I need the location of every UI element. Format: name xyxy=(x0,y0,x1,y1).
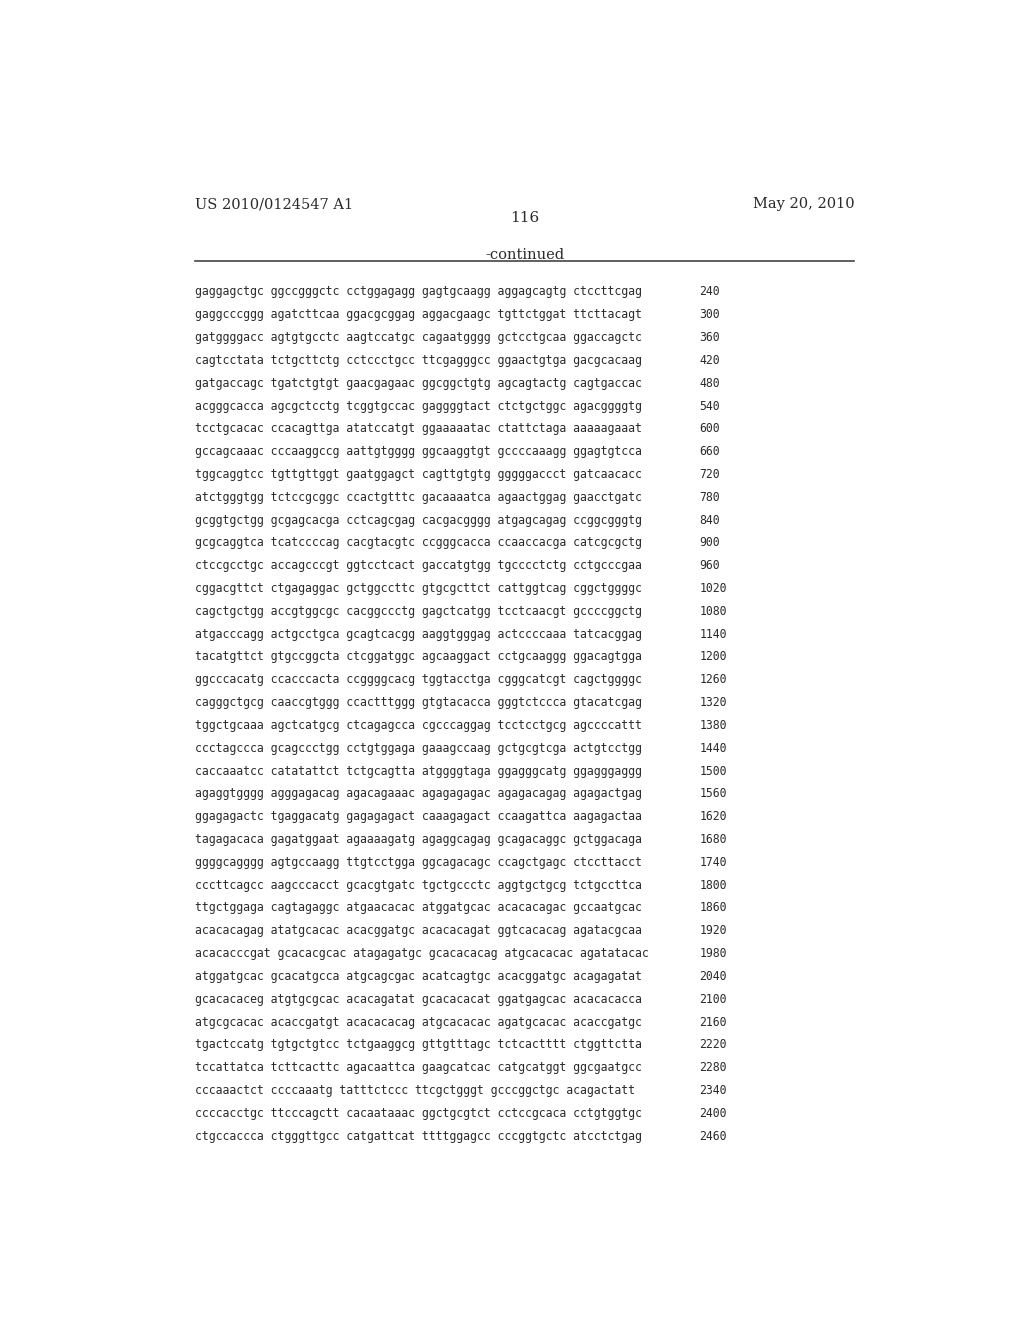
Text: 360: 360 xyxy=(699,331,720,345)
Text: gatgaccagc tgatctgtgt gaacgagaac ggcggctgtg agcagtactg cagtgaccac: gatgaccagc tgatctgtgt gaacgagaac ggcggct… xyxy=(196,376,642,389)
Text: 900: 900 xyxy=(699,536,720,549)
Text: 720: 720 xyxy=(699,469,720,480)
Text: 1500: 1500 xyxy=(699,764,727,777)
Text: 1860: 1860 xyxy=(699,902,727,915)
Text: ccctagccca gcagccctgg cctgtggaga gaaagccaag gctgcgtcga actgtcctgg: ccctagccca gcagccctgg cctgtggaga gaaagcc… xyxy=(196,742,642,755)
Text: atggatgcac gcacatgcca atgcagcgac acatcagtgc acacggatgc acagagatat: atggatgcac gcacatgcca atgcagcgac acatcag… xyxy=(196,970,642,983)
Text: 1980: 1980 xyxy=(699,946,727,960)
Text: ctccgcctgc accagcccgt ggtcctcact gaccatgtgg tgcccctctg cctgcccgaa: ctccgcctgc accagcccgt ggtcctcact gaccatg… xyxy=(196,560,642,573)
Text: 1200: 1200 xyxy=(699,651,727,664)
Text: 480: 480 xyxy=(699,376,720,389)
Text: 960: 960 xyxy=(699,560,720,573)
Text: tggcaggtcc tgttgttggt gaatggagct cagttgtgtg gggggaccct gatcaacacc: tggcaggtcc tgttgttggt gaatggagct cagttgt… xyxy=(196,469,642,480)
Text: 2340: 2340 xyxy=(699,1084,727,1097)
Text: gcacacaceg atgtgcgcac acacagatat gcacacacat ggatgagcac acacacacca: gcacacaceg atgtgcgcac acacagatat gcacaca… xyxy=(196,993,642,1006)
Text: acacacagag atatgcacac acacggatgc acacacagat ggtcacacag agatacgcaa: acacacagag atatgcacac acacggatgc acacaca… xyxy=(196,924,642,937)
Text: agaggtgggg agggagacag agacagaaac agagagagac agagacagag agagactgag: agaggtgggg agggagacag agacagaaac agagaga… xyxy=(196,788,642,800)
Text: May 20, 2010: May 20, 2010 xyxy=(753,197,854,211)
Text: ggagagactc tgaggacatg gagagagact caaagagact ccaagattca aagagactaa: ggagagactc tgaggacatg gagagagact caaagag… xyxy=(196,810,642,824)
Text: gaggagctgc ggccgggctc cctggagagg gagtgcaagg aggagcagtg ctccttcgag: gaggagctgc ggccgggctc cctggagagg gagtgca… xyxy=(196,285,642,298)
Text: cccttcagcc aagcccacct gcacgtgatc tgctgccctc aggtgctgcg tctgccttca: cccttcagcc aagcccacct gcacgtgatc tgctgcc… xyxy=(196,879,642,891)
Text: 1260: 1260 xyxy=(699,673,727,686)
Text: atgacccagg actgcctgca gcagtcacgg aaggtgggag actccccaaa tatcacggag: atgacccagg actgcctgca gcagtcacgg aaggtgg… xyxy=(196,628,642,640)
Text: ccccacctgc ttcccagctt cacaataaac ggctgcgtct cctccgcaca cctgtggtgc: ccccacctgc ttcccagctt cacaataaac ggctgcg… xyxy=(196,1106,642,1119)
Text: 2040: 2040 xyxy=(699,970,727,983)
Text: tcctgcacac ccacagttga atatccatgt ggaaaaatac ctattctaga aaaaagaaat: tcctgcacac ccacagttga atatccatgt ggaaaaa… xyxy=(196,422,642,436)
Text: ctgccaccca ctgggttgcc catgattcat ttttggagcc cccggtgctc atcctctgag: ctgccaccca ctgggttgcc catgattcat ttttgga… xyxy=(196,1130,642,1143)
Text: 2280: 2280 xyxy=(699,1061,727,1074)
Text: cagtcctata tctgcttctg cctccctgcc ttcgagggcc ggaactgtga gacgcacaag: cagtcctata tctgcttctg cctccctgcc ttcgagg… xyxy=(196,354,642,367)
Text: cccaaactct ccccaaatg tatttctccc ttcgctgggt gcccggctgc acagactatt: cccaaactct ccccaaatg tatttctccc ttcgctgg… xyxy=(196,1084,636,1097)
Text: 1800: 1800 xyxy=(699,879,727,891)
Text: atctgggtgg tctccgcggc ccactgtttc gacaaaatca agaactggag gaacctgatc: atctgggtgg tctccgcggc ccactgtttc gacaaaa… xyxy=(196,491,642,504)
Text: caccaaatcc catatattct tctgcagtta atggggtaga ggagggcatg ggagggaggg: caccaaatcc catatattct tctgcagtta atggggt… xyxy=(196,764,642,777)
Text: tgactccatg tgtgctgtcc tctgaaggcg gttgtttagc tctcactttt ctggttctta: tgactccatg tgtgctgtcc tctgaaggcg gttgttt… xyxy=(196,1039,642,1051)
Text: 1020: 1020 xyxy=(699,582,727,595)
Text: 2220: 2220 xyxy=(699,1039,727,1051)
Text: gatggggacc agtgtgcctc aagtccatgc cagaatgggg gctcctgcaa ggaccagctc: gatggggacc agtgtgcctc aagtccatgc cagaatg… xyxy=(196,331,642,345)
Text: tccattatca tcttcacttc agacaattca gaagcatcac catgcatggt ggcgaatgcc: tccattatca tcttcacttc agacaattca gaagcat… xyxy=(196,1061,642,1074)
Text: 1140: 1140 xyxy=(699,628,727,640)
Text: 116: 116 xyxy=(510,211,540,226)
Text: 1620: 1620 xyxy=(699,810,727,824)
Text: ggggcagggg agtgccaagg ttgtcctgga ggcagacagc ccagctgagc ctccttacct: ggggcagggg agtgccaagg ttgtcctgga ggcagac… xyxy=(196,855,642,869)
Text: gaggcccggg agatcttcaa ggacgcggag aggacgaagc tgttctggat ttcttacagt: gaggcccggg agatcttcaa ggacgcggag aggacga… xyxy=(196,309,642,321)
Text: -continued: -continued xyxy=(485,248,564,261)
Text: tggctgcaaa agctcatgcg ctcagagcca cgcccaggag tcctcctgcg agccccattt: tggctgcaaa agctcatgcg ctcagagcca cgcccag… xyxy=(196,719,642,733)
Text: cagggctgcg caaccgtggg ccactttggg gtgtacacca gggtctccca gtacatcgag: cagggctgcg caaccgtggg ccactttggg gtgtaca… xyxy=(196,696,642,709)
Text: cggacgttct ctgagaggac gctggccttc gtgcgcttct cattggtcag cggctggggc: cggacgttct ctgagaggac gctggccttc gtgcgct… xyxy=(196,582,642,595)
Text: US 2010/0124547 A1: US 2010/0124547 A1 xyxy=(196,197,353,211)
Text: 2160: 2160 xyxy=(699,1015,727,1028)
Text: 420: 420 xyxy=(699,354,720,367)
Text: 1920: 1920 xyxy=(699,924,727,937)
Text: 1320: 1320 xyxy=(699,696,727,709)
Text: 1380: 1380 xyxy=(699,719,727,733)
Text: gcggtgctgg gcgagcacga cctcagcgag cacgacgggg atgagcagag ccggcgggtg: gcggtgctgg gcgagcacga cctcagcgag cacgacg… xyxy=(196,513,642,527)
Text: 840: 840 xyxy=(699,513,720,527)
Text: acacacccgat gcacacgcac atagagatgc gcacacacag atgcacacac agatatacac: acacacccgat gcacacgcac atagagatgc gcacac… xyxy=(196,946,649,960)
Text: 1080: 1080 xyxy=(699,605,727,618)
Text: acgggcacca agcgctcctg tcggtgccac gaggggtact ctctgctggc agacggggtg: acgggcacca agcgctcctg tcggtgccac gaggggt… xyxy=(196,400,642,413)
Text: 1740: 1740 xyxy=(699,855,727,869)
Text: gccagcaaac cccaaggccg aattgtgggg ggcaaggtgt gccccaaagg ggagtgtcca: gccagcaaac cccaaggccg aattgtgggg ggcaagg… xyxy=(196,445,642,458)
Text: 540: 540 xyxy=(699,400,720,413)
Text: 240: 240 xyxy=(699,285,720,298)
Text: 1560: 1560 xyxy=(699,788,727,800)
Text: ggcccacatg ccacccacta ccggggcacg tggtacctga cgggcatcgt cagctggggc: ggcccacatg ccacccacta ccggggcacg tggtacc… xyxy=(196,673,642,686)
Text: ttgctggaga cagtagaggc atgaacacac atggatgcac acacacagac gccaatgcac: ttgctggaga cagtagaggc atgaacacac atggatg… xyxy=(196,902,642,915)
Text: 2100: 2100 xyxy=(699,993,727,1006)
Text: 600: 600 xyxy=(699,422,720,436)
Text: 2400: 2400 xyxy=(699,1106,727,1119)
Text: gcgcaggtca tcatccccag cacgtacgtc ccgggcacca ccaaccacga catcgcgctg: gcgcaggtca tcatccccag cacgtacgtc ccgggca… xyxy=(196,536,642,549)
Text: 780: 780 xyxy=(699,491,720,504)
Text: atgcgcacac acaccgatgt acacacacag atgcacacac agatgcacac acaccgatgc: atgcgcacac acaccgatgt acacacacag atgcaca… xyxy=(196,1015,642,1028)
Text: tagagacaca gagatggaat agaaaagatg agaggcagag gcagacaggc gctggacaga: tagagacaca gagatggaat agaaaagatg agaggca… xyxy=(196,833,642,846)
Text: 1680: 1680 xyxy=(699,833,727,846)
Text: 1440: 1440 xyxy=(699,742,727,755)
Text: 2460: 2460 xyxy=(699,1130,727,1143)
Text: tacatgttct gtgccggcta ctcggatggc agcaaggact cctgcaaggg ggacagtgga: tacatgttct gtgccggcta ctcggatggc agcaagg… xyxy=(196,651,642,664)
Text: 300: 300 xyxy=(699,309,720,321)
Text: 660: 660 xyxy=(699,445,720,458)
Text: cagctgctgg accgtggcgc cacggccctg gagctcatgg tcctcaacgt gccccggctg: cagctgctgg accgtggcgc cacggccctg gagctca… xyxy=(196,605,642,618)
